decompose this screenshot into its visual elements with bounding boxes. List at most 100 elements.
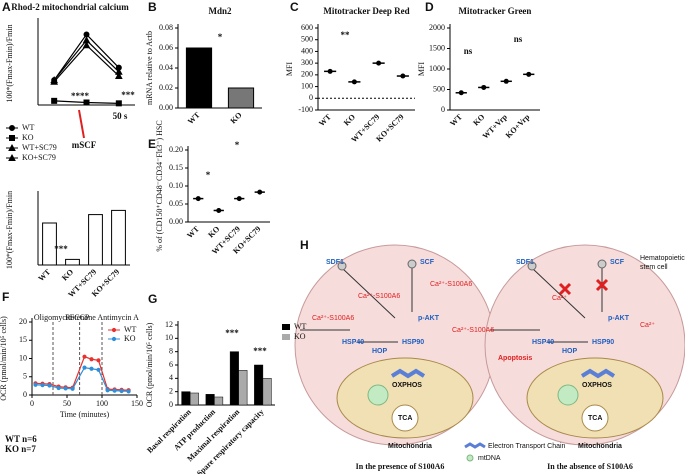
y-tick-label: 8 bbox=[169, 346, 173, 355]
legend-label: WT bbox=[294, 322, 307, 331]
calcium-label: Ca²⁺-S100A6 bbox=[452, 327, 494, 334]
y-tick-label: 100 bbox=[301, 81, 313, 90]
y-tick-label: 15 bbox=[19, 335, 27, 344]
y-axis-label: MFI bbox=[285, 62, 294, 77]
y-axis-label: 100*(Fmax-Fmin)/Fmin bbox=[5, 24, 14, 102]
panel-title: In the absence of S100A6 bbox=[547, 462, 633, 471]
mito-label: OXPHOS bbox=[392, 382, 422, 389]
blocked bbox=[558, 278, 609, 296]
annotation: ns bbox=[464, 46, 473, 56]
mean-point bbox=[458, 90, 464, 96]
x-tick-label: WT bbox=[317, 112, 333, 128]
legend-label: KO bbox=[124, 334, 136, 343]
y-tick-label: 0.15 bbox=[169, 163, 183, 172]
annotation: *** bbox=[253, 346, 267, 356]
etc-right bbox=[580, 368, 616, 379]
event-label: Oligomycin bbox=[34, 313, 72, 322]
legend-swatch bbox=[282, 324, 290, 330]
y-tick-label: 300 bbox=[301, 58, 313, 67]
scf-left bbox=[407, 259, 417, 269]
chart-title: Mitotracker Deep Red bbox=[323, 6, 409, 16]
cell-label: stem cell bbox=[640, 264, 668, 271]
point bbox=[114, 71, 123, 79]
legend-label: KO+SC79 bbox=[22, 153, 56, 162]
bar bbox=[254, 364, 264, 406]
legend-label: Electron Transport Chain bbox=[488, 443, 566, 450]
bar bbox=[238, 370, 248, 406]
ligand: SCF bbox=[610, 259, 625, 266]
bar bbox=[111, 209, 126, 266]
protein: HOP bbox=[372, 348, 388, 355]
tca-left bbox=[391, 404, 419, 432]
mito-label: TCA bbox=[398, 415, 412, 422]
point bbox=[83, 99, 90, 106]
ligand: SDF1 bbox=[516, 259, 534, 266]
mtdna-right bbox=[557, 384, 579, 406]
mean-point bbox=[257, 189, 263, 195]
legend-label: KO bbox=[294, 332, 306, 341]
sdf1-left bbox=[337, 261, 347, 271]
cell-label: Hematopoietic bbox=[640, 255, 685, 262]
y-tick-label: 200 bbox=[301, 70, 313, 79]
bar bbox=[262, 378, 272, 406]
y-tick-label: 2 bbox=[169, 386, 173, 395]
y-tick-label: 6 bbox=[169, 360, 173, 369]
point bbox=[51, 97, 58, 104]
annotation: ** bbox=[341, 30, 351, 40]
legend-label: mtDNA bbox=[478, 455, 501, 462]
protein: HSP40 bbox=[342, 339, 364, 346]
annotation: * bbox=[235, 140, 240, 150]
bar bbox=[185, 47, 213, 109]
x-tick-label: 100 bbox=[96, 399, 108, 408]
point bbox=[47, 383, 52, 388]
mean-point bbox=[327, 68, 333, 74]
chart-title: Rhod-2 mitochondrial calcium bbox=[11, 2, 129, 12]
legend-marker bbox=[111, 336, 117, 342]
legend-label: KO bbox=[22, 133, 34, 142]
calcium-label: Ca²⁺-S100A6 bbox=[430, 281, 472, 288]
legend-marker bbox=[9, 125, 15, 131]
point bbox=[126, 389, 131, 394]
y-tick-label: 12 bbox=[165, 320, 173, 329]
mtdna-left bbox=[367, 384, 389, 406]
protein: HSP90 bbox=[592, 339, 614, 346]
mean-point bbox=[216, 207, 222, 213]
point bbox=[82, 41, 91, 49]
annotation: * bbox=[218, 32, 223, 42]
y-tick-label: 0.10 bbox=[169, 181, 183, 190]
x-tick-label: WT bbox=[185, 224, 201, 240]
annotation: *** bbox=[121, 90, 135, 100]
etc-left bbox=[390, 368, 426, 379]
y-tick-label: 0.05 bbox=[169, 199, 183, 208]
y-tick-label: 20 bbox=[19, 317, 27, 326]
calcium-label: Ca²⁺-S100A6 bbox=[312, 315, 354, 322]
annotation: 50 s bbox=[113, 111, 128, 121]
mean-point bbox=[400, 73, 406, 79]
ligand: SCF bbox=[420, 259, 435, 266]
legend-label: WT bbox=[22, 123, 35, 132]
y-axis-label: mRNA relative to Actb bbox=[145, 31, 154, 105]
point bbox=[96, 358, 101, 363]
mito-right bbox=[526, 357, 664, 439]
legend-marker bbox=[8, 143, 16, 151]
event-label: FCCP bbox=[70, 313, 90, 322]
x-tick-label: KO+Vrp bbox=[504, 112, 532, 140]
x-axis-label: Time (minutes) bbox=[60, 410, 110, 419]
y-tick-label: 0.20 bbox=[169, 145, 183, 154]
apoptosis-label: Apoptosis bbox=[498, 355, 532, 362]
y-tick-label: 0 bbox=[169, 400, 173, 409]
bar bbox=[65, 258, 80, 266]
mito-label: Mitochondria bbox=[578, 443, 622, 450]
y-tick-label: 1500 bbox=[429, 43, 445, 52]
y-tick-label: 0 bbox=[441, 105, 445, 114]
chart-title: Mdn2 bbox=[208, 6, 232, 16]
mean-point bbox=[503, 78, 509, 84]
y-tick-label: 0 bbox=[23, 390, 27, 399]
event-label: Rotenone Antimycin A bbox=[65, 313, 139, 322]
point bbox=[115, 100, 122, 107]
x-tick-label: WT+Vrp bbox=[481, 112, 510, 141]
mean-point bbox=[351, 79, 357, 85]
protein: p-AKT bbox=[418, 315, 440, 322]
mean-point bbox=[195, 196, 201, 202]
tca-right bbox=[581, 404, 609, 432]
